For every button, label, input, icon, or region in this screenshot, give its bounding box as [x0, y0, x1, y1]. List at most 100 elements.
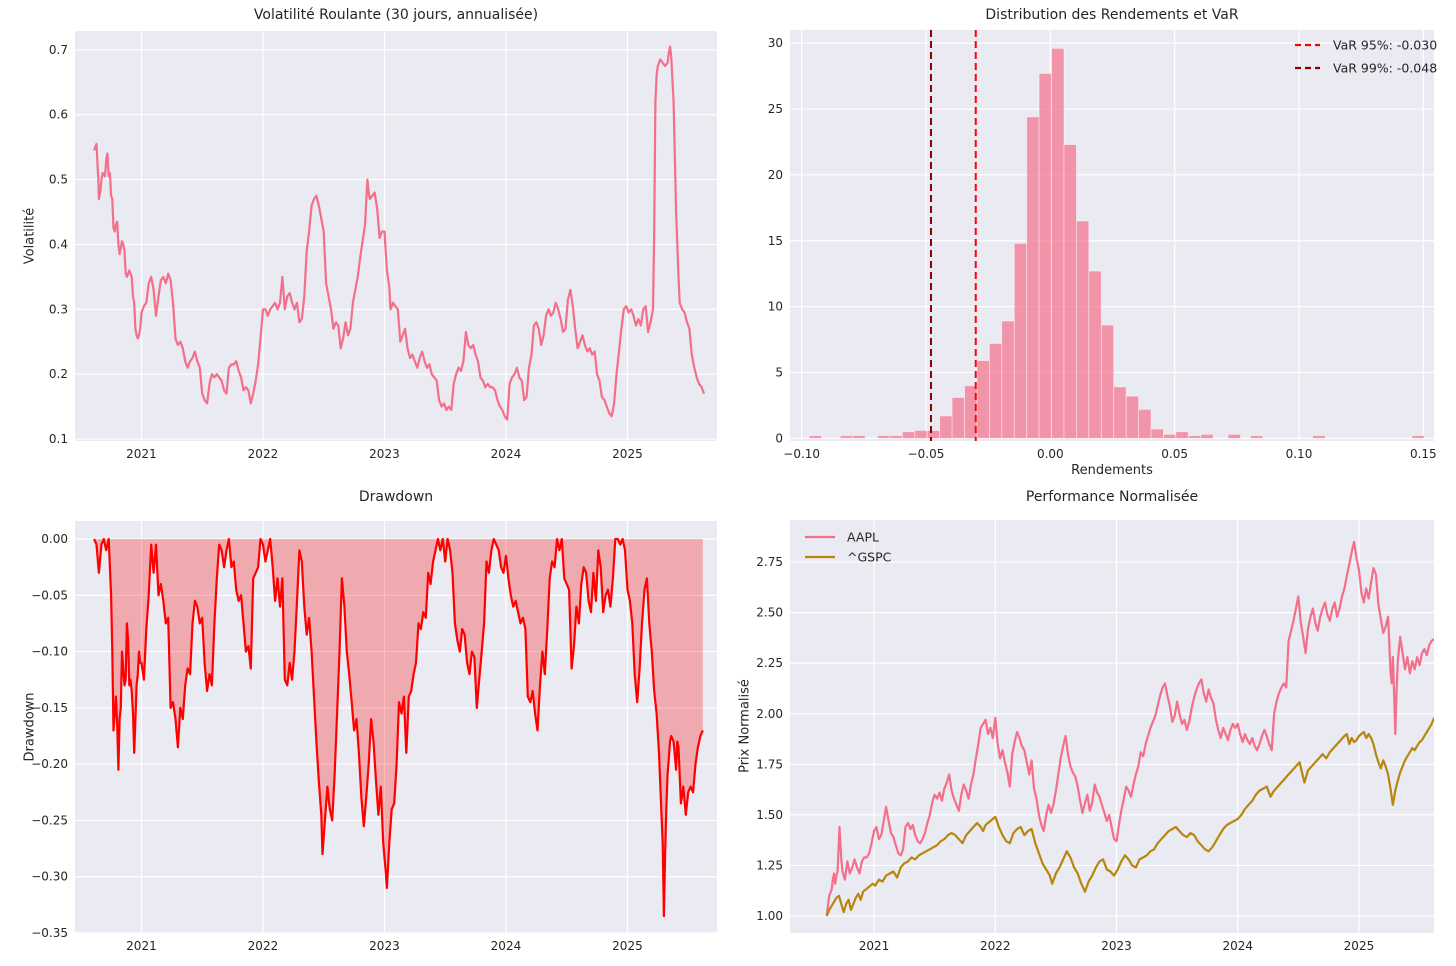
- y-tick-label: −0.30: [31, 870, 68, 884]
- returns-histogram-title: Distribution des Rendements et VaR: [985, 7, 1239, 23]
- histogram-bar: [1312, 435, 1326, 439]
- drawdown-chart-panel: 2021 2022 2023 2024 2025 0.00 −0.05 −0.10 −0.15 −…: [0, 483, 728, 966]
- plot-background: [790, 520, 1434, 933]
- x-tick-label: 2023: [369, 939, 400, 953]
- y-tick-label: 0.3: [49, 302, 68, 316]
- y-tick-label: 0.2: [49, 367, 68, 381]
- returns-histogram-panel: −0.10 −0.05 0.00 0.05 0.10 0.15 0 5 10 15 20 25 30 Va…: [728, 0, 1456, 483]
- y-tick-label: −0.35: [31, 926, 68, 940]
- y-tick-label: −0.25: [31, 813, 68, 827]
- x-tick-label: 2022: [980, 939, 1011, 953]
- histogram-bar: [1051, 48, 1065, 439]
- x-tick-label: 0.00: [1037, 447, 1064, 461]
- x-tick-label: 0.15: [1410, 447, 1437, 461]
- x-tick-label: 2025: [1344, 939, 1375, 953]
- histogram-bar: [1125, 395, 1140, 439]
- y-tick-label: 2.25: [756, 656, 783, 670]
- histogram-bar: [1038, 73, 1052, 439]
- histogram-bar: [976, 360, 990, 439]
- x-tick-label: 2023: [1101, 939, 1132, 953]
- y-tick-label: 25: [768, 102, 783, 116]
- plot-series-group: [93, 537, 704, 918]
- histogram-bar: [1088, 270, 1102, 439]
- y-tick-label: −0.15: [31, 701, 68, 715]
- legend-label: ^GSPC: [847, 550, 892, 565]
- histogram-bar: [1138, 408, 1152, 439]
- y-tick-label: 10: [768, 300, 783, 314]
- histogram-bar: [914, 430, 928, 439]
- y-tick-label: 0.5: [49, 173, 68, 187]
- y-tick-label: 5: [775, 366, 783, 380]
- histogram-bar: [901, 431, 916, 439]
- histogram-bar: [1187, 435, 1202, 439]
- series-line-aapl: [825, 540, 1434, 917]
- y-tick-label: 0: [775, 431, 783, 445]
- y-tick-label: 2.75: [756, 555, 783, 569]
- x-tick-label: 2023: [369, 447, 400, 461]
- y-tick-label: −0.20: [31, 757, 68, 771]
- x-tick-label: 2021: [859, 939, 890, 953]
- plot-series-group: [808, 30, 1425, 441]
- drawdown-area-fill: [94, 539, 703, 917]
- histogram-bar: [1250, 435, 1264, 439]
- x-tick-label: 2025: [612, 939, 643, 953]
- histogram-bar: [1075, 220, 1090, 439]
- x-tick-label: 2024: [491, 939, 522, 953]
- histogram-bar: [852, 435, 866, 439]
- histogram-bar: [1100, 324, 1115, 439]
- drawdown-chart-title: Drawdown: [358, 489, 434, 505]
- y-tick-label: 1.00: [756, 909, 783, 923]
- y-tick-label: 0.1: [49, 432, 68, 446]
- histogram-bar: [1001, 320, 1015, 439]
- volatility-series-line: [93, 45, 706, 421]
- histogram-bar: [1113, 386, 1127, 439]
- x-tick-label: 2022: [248, 447, 279, 461]
- histogram-bar: [889, 435, 903, 439]
- histogram-bar: [1013, 242, 1028, 439]
- performance-y-axis-label: Prix Normalisé: [737, 679, 753, 773]
- drawdown-y-axis-label: Drawdown: [22, 692, 38, 762]
- y-tick-label: 15: [768, 234, 783, 248]
- plot-series-group: [93, 45, 706, 421]
- histogram-bar: [877, 435, 891, 439]
- y-tick-label: −0.10: [31, 645, 68, 659]
- histogram-bar: [1227, 433, 1241, 439]
- histogram-bar: [1026, 116, 1040, 439]
- histogram-bar: [939, 415, 953, 439]
- y-tick-label: −0.05: [31, 588, 68, 602]
- histogram-bar: [1200, 433, 1214, 439]
- legend-label: AAPL: [847, 530, 879, 545]
- volatility-chart-canvas: 2021 2022 2023 2024 2025 0.1 0.2 0.3 0.4 0.5 0.6 0.…: [49, 31, 717, 461]
- y-tick-label: 1.25: [756, 858, 783, 872]
- histogram-bar: [1063, 144, 1077, 439]
- performance-chart-panel: 2021 2022 2023 2024 2025 1.00 1.25 1.50 1.75 2.00…: [728, 483, 1456, 966]
- x-tick-label: 2025: [612, 447, 643, 461]
- histogram-bar: [839, 435, 853, 439]
- y-tick-label: 0.00: [41, 532, 68, 546]
- legend-label: VaR 95%: -0.030: [1333, 38, 1437, 53]
- returns-x-axis-label: Rendements: [1071, 463, 1153, 478]
- drawdown-series-line: [93, 537, 704, 918]
- plot-series-group: [825, 540, 1434, 917]
- y-tick-label: 1.75: [756, 757, 783, 771]
- x-tick-label: 0.05: [1161, 447, 1188, 461]
- x-tick-label: 2021: [126, 447, 157, 461]
- x-tick-label: 2022: [248, 939, 279, 953]
- x-tick-label: 2024: [1222, 939, 1253, 953]
- y-tick-label: 30: [768, 36, 783, 50]
- y-tick-label: 1.50: [756, 808, 783, 822]
- performance-chart-title: Performance Normalisée: [1025, 489, 1199, 505]
- y-tick-label: 2.50: [756, 606, 783, 620]
- plot-background: [75, 31, 717, 441]
- histogram-bar: [926, 430, 941, 439]
- y-tick-label: 0.4: [49, 237, 68, 251]
- volatility-chart-panel: 2021 2022 2023 2024 2025 0.1 0.2 0.3 0.4 0.5 0.6 0.…: [0, 0, 728, 483]
- x-tick-label: −0.05: [908, 447, 945, 461]
- x-tick-label: 2024: [491, 447, 522, 461]
- volatility-chart-title: Volatilité Roulante (30 jours, annualisé…: [253, 7, 539, 23]
- returns-histogram-canvas: −0.10 −0.05 0.00 0.05 0.10 0.15 0 5 10 15 20 25 30 Va…: [768, 30, 1437, 461]
- y-tick-label: 20: [768, 168, 783, 182]
- histogram-bar: [1150, 428, 1164, 439]
- performance-chart-canvas: 2021 2022 2023 2024 2025 1.00 1.25 1.50 1.75 2.00…: [756, 520, 1434, 953]
